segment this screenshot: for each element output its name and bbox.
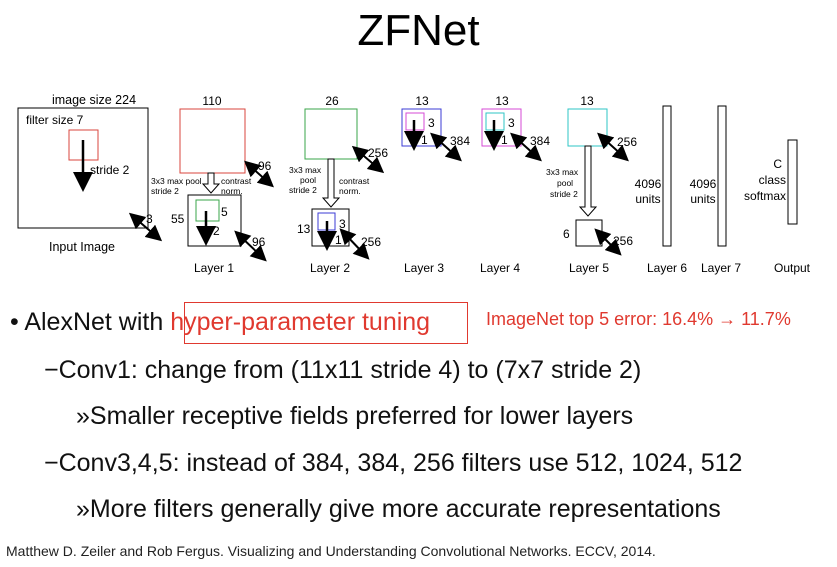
layer2-pool-label-2: pool: [300, 175, 316, 185]
layer2-caption: Layer 2: [310, 261, 350, 275]
layer5-caption: Layer 5: [569, 261, 609, 275]
layer6-caption: Layer 6: [647, 261, 687, 275]
layer2-feature-map: [304, 108, 358, 160]
layer1-depth-arrow: [244, 160, 274, 188]
layer1-depth-label: 96: [258, 159, 272, 173]
input-depth-label: 3: [146, 212, 153, 226]
layer5-inner-depth-arrow: [594, 228, 622, 256]
layer2-contrast-label-1: contrast: [339, 176, 370, 186]
input-image-size-label: image size 224: [52, 93, 136, 107]
bullet-conv1-detail: »Smaller receptive fields preferred for …: [76, 402, 634, 430]
layer2-pool-label-3: stride 2: [289, 185, 317, 195]
layer3-caption: Layer 3: [404, 261, 444, 275]
layer5-depth-label: 256: [617, 135, 637, 149]
layer5-pool-label-3: stride 2: [550, 189, 578, 199]
layer4-depth-arrow: [510, 132, 542, 162]
input-image-caption: Input Image: [49, 240, 115, 254]
layer2-pool-label-1: 3x3 max: [289, 165, 322, 175]
layer2-filter-label: 3: [339, 217, 346, 231]
bullet-conv1: −Conv1: change from (11x11 stride 4) to …: [44, 356, 642, 384]
output-caption: Output: [774, 261, 811, 275]
layer7-units-label: units: [690, 192, 715, 206]
input-filter-size-label: filter size 7: [26, 113, 84, 127]
layer1-pool-arrow: [201, 172, 221, 194]
input-stride-label: stride 2: [90, 163, 130, 177]
bullet-alexnet-highlight: hyper-parameter tuning: [170, 308, 431, 336]
layer4-caption: Layer 4: [480, 261, 520, 275]
layer5-pooled-map: [575, 219, 603, 247]
layer1-contrast-label-2: norm.: [221, 186, 243, 196]
layer2-depth-arrow: [351, 145, 385, 174]
layer1-inner-size-label: 55: [171, 212, 185, 226]
layer1-feature-map: [179, 108, 246, 174]
zfnet-architecture-diagram: image size 224 filter size 7 stride 2 3 …: [17, 93, 811, 275]
bullet-conv345-detail: »More filters generally give more accura…: [76, 495, 721, 523]
output-label-line-2: class: [759, 173, 786, 187]
layer5-feature-map: [567, 108, 608, 147]
layer7-fc-bar: [717, 105, 727, 247]
layer1-size-label: 110: [202, 94, 221, 108]
layer2-pool-arrow: [321, 158, 341, 208]
layer3-stride-label: 1: [421, 133, 428, 147]
layer1-pool-label-1: 3x3 max pool: [151, 176, 202, 186]
layer4-depth-label: 384: [530, 134, 550, 148]
output-label-line-3: softmax: [744, 189, 786, 203]
layer2-stride-label: 1: [335, 233, 342, 247]
layer7-caption: Layer 7: [701, 261, 741, 275]
layer2-depth-label: 256: [368, 146, 388, 160]
layer5-pool-label-1: 3x3 max: [546, 167, 579, 177]
layer3-depth-label: 384: [450, 134, 470, 148]
layer2-size-label: 26: [325, 94, 339, 108]
layer7-units-number: 4096: [690, 177, 717, 191]
layer2-inner-depth-arrow: [339, 228, 370, 260]
hyper-parameter-highlight-box: [184, 302, 468, 344]
layer1-inner-depth-label: 96: [252, 235, 266, 249]
citation: Matthew D. Zeiler and Rob Fergus. Visual…: [6, 543, 656, 559]
layer1-contrast-label-1: contrast: [221, 176, 252, 186]
input-image-box: [17, 107, 149, 229]
layer1-pooled-map: [187, 194, 242, 247]
layer5-size-label: 13: [580, 94, 594, 108]
layer2-inner-size-label: 13: [297, 222, 311, 236]
layer1-inner-depth-arrow: [234, 230, 267, 262]
layer3-depth-arrow: [430, 132, 462, 162]
layer1-stride-label: 2: [213, 224, 220, 238]
layer1-filter-label: 5: [221, 205, 228, 219]
layer4-filter-label: 3: [508, 116, 515, 130]
layer6-units-label: units: [635, 192, 660, 206]
layer6-fc-bar: [662, 105, 672, 247]
output-label-line-1: C: [773, 157, 782, 171]
layer4-stride-label: 1: [501, 133, 508, 147]
layer5-inner-depth-label: 256: [613, 234, 633, 248]
layer5-pool-label-2: pool: [557, 178, 573, 188]
layer1-pool-label-2: stride 2: [151, 186, 179, 196]
layer3-size-label: 13: [415, 94, 429, 108]
layer5-inner-size-label: 6: [563, 227, 570, 241]
layer4-size-label: 13: [495, 94, 509, 108]
layer1-filter-box: [195, 199, 220, 222]
imagenet-error-note: ImageNet top 5 error: 16.4% → 11.7%: [486, 309, 791, 329]
layer2-contrast-label-2: norm.: [339, 186, 361, 196]
layer1-caption: Layer 1: [194, 261, 234, 275]
input-depth-arrow: [128, 212, 163, 242]
layer3-filter-label: 3: [428, 116, 435, 130]
bullet-alexnet: • AlexNet with hyper-parameter tuning: [10, 308, 430, 337]
layer6-units-number: 4096: [635, 177, 662, 191]
bullet-alexnet-prefix: • AlexNet with: [10, 308, 171, 336]
slide-title: ZFNet: [357, 6, 480, 55]
layer5-depth-arrow: [597, 132, 629, 162]
bullet-conv345: −Conv3,4,5: instead of 384, 384, 256 fil…: [44, 449, 743, 477]
layer2-inner-depth-label: 256: [361, 235, 381, 249]
layer5-pool-arrow: [578, 145, 598, 217]
output-softmax-bar: [787, 139, 798, 225]
